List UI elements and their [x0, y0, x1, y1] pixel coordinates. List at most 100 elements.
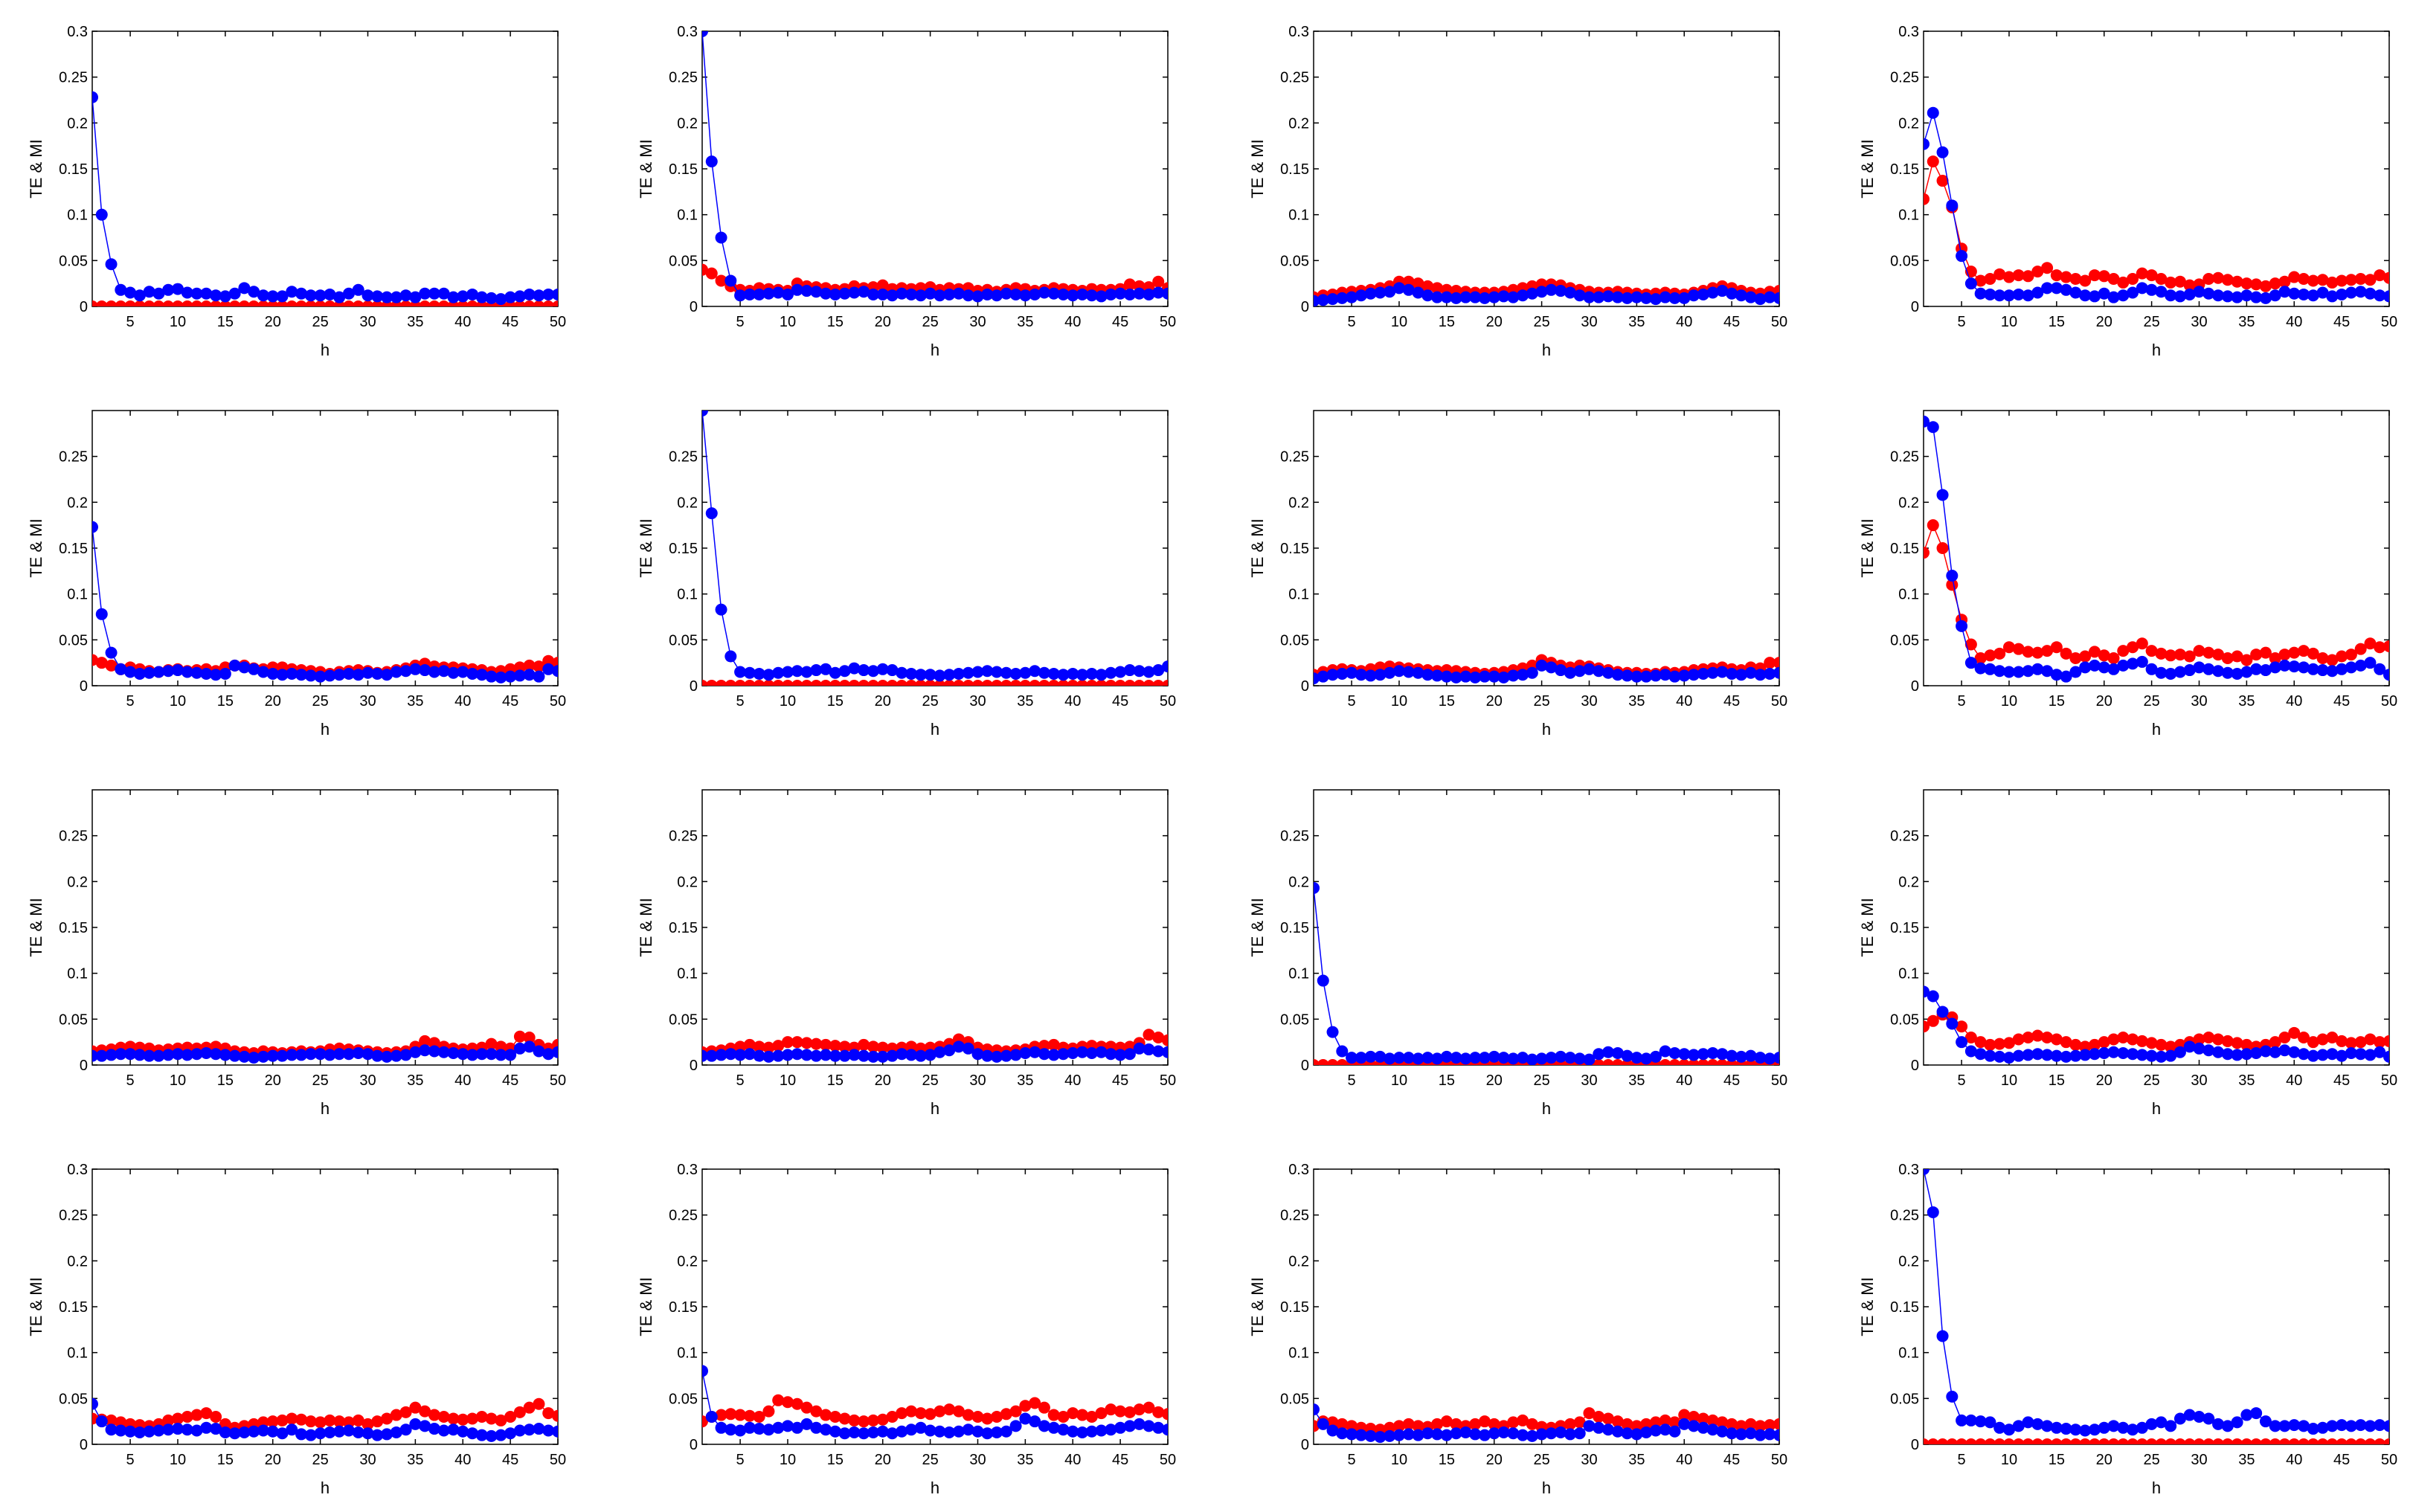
axes-frame: [91, 1168, 559, 1445]
point-te: [2354, 1048, 2367, 1061]
point-te: [352, 283, 364, 296]
y-tick-label: 0.25: [669, 70, 698, 86]
point-te: [304, 289, 317, 302]
point-te: [2098, 287, 2110, 300]
x-tick-label: 25: [2143, 314, 2159, 330]
point-mi: [2127, 273, 2139, 285]
point-te: [1412, 1429, 1424, 1441]
point-te: [466, 667, 479, 680]
point-te: [171, 283, 184, 295]
point-te: [466, 288, 479, 300]
x-axis-label: h: [321, 341, 330, 359]
point-mi: [210, 300, 222, 306]
x-tick-label: 50: [1160, 1452, 1176, 1468]
point-te: [466, 1049, 479, 1061]
x-tick-label: 50: [550, 1072, 566, 1089]
point-te: [362, 289, 374, 302]
point-te: [133, 667, 146, 680]
point-mi: [1143, 1029, 1155, 1041]
series-te: [92, 91, 558, 306]
point-te: [2041, 665, 2054, 678]
point-mi: [867, 1040, 879, 1053]
y-tick-label: 0: [1301, 299, 1309, 315]
point-mi: [772, 1394, 785, 1406]
y-tick-label: 0.05: [1280, 1011, 1309, 1028]
point-mi: [266, 300, 279, 306]
point-mi: [791, 1397, 803, 1410]
point-te: [1764, 1052, 1776, 1065]
point-te: [2031, 1048, 2044, 1061]
point-te: [1564, 286, 1576, 299]
point-te: [133, 1049, 146, 1061]
point-mi: [1152, 1406, 1165, 1418]
point-mi: [2316, 274, 2329, 286]
point-mi: [2259, 646, 2272, 659]
x-tick-label: 20: [875, 693, 891, 710]
x-tick-label: 45: [502, 1072, 518, 1089]
point-te: [981, 1049, 994, 1062]
point-mi: [2307, 274, 2319, 287]
point-te: [1133, 1418, 1146, 1430]
point-te: [210, 1423, 222, 1435]
point-te: [1773, 292, 1779, 304]
point-te: [504, 670, 517, 683]
point-mi: [371, 1415, 384, 1428]
point-mi: [2050, 641, 2063, 654]
point-te: [1507, 1052, 1520, 1065]
x-tick-label: 45: [502, 1452, 518, 1468]
y-tick-label: 0.2: [1288, 874, 1309, 890]
point-mi: [1526, 1418, 1538, 1430]
y-tick-label: 0.1: [67, 1345, 88, 1362]
point-te: [962, 289, 974, 302]
point-mi: [886, 680, 899, 686]
point-mi: [248, 300, 260, 306]
point-mi: [1019, 680, 1032, 686]
point-te: [1545, 661, 1558, 674]
point-te: [2107, 1420, 2120, 1432]
point-te: [838, 665, 851, 678]
x-axis-label: h: [2152, 1099, 2161, 1118]
point-te: [1497, 1052, 1510, 1064]
point-te: [1440, 1429, 1453, 1441]
point-te: [781, 288, 794, 300]
point-mi: [390, 1409, 402, 1421]
point-te: [1392, 1429, 1405, 1441]
y-tick-label: 0: [1911, 299, 1919, 315]
point-mi: [2165, 1438, 2177, 1444]
y-tick-label: 0.2: [67, 1253, 88, 1270]
point-te: [1143, 666, 1155, 678]
point-te: [1067, 289, 1079, 302]
series-mi: [702, 680, 1168, 686]
point-mi: [2117, 276, 2130, 289]
point-mi: [1974, 652, 1987, 664]
point-te: [1364, 287, 1377, 300]
point-mi: [2298, 645, 2310, 657]
y-tick-label: 0: [80, 299, 88, 315]
x-tick-label: 30: [2191, 693, 2207, 710]
point-te: [1706, 286, 1719, 299]
point-mi: [791, 680, 803, 686]
x-tick-label: 35: [1628, 693, 1645, 710]
point-mi: [781, 1036, 794, 1049]
point-mi: [2231, 1438, 2243, 1444]
x-tick-label: 5: [1348, 693, 1356, 710]
point-te: [181, 1049, 193, 1061]
point-te: [447, 1423, 460, 1436]
y-axis-label: TE & MI: [637, 139, 655, 198]
point-te: [1956, 250, 1968, 263]
point-mi: [934, 1405, 946, 1418]
point-mi: [352, 300, 364, 306]
point-mi: [2183, 650, 2196, 663]
point-te: [210, 1048, 222, 1061]
point-te: [2316, 1049, 2329, 1061]
point-te: [295, 287, 308, 300]
point-te: [2259, 1045, 2272, 1058]
point-mi: [1984, 1038, 1996, 1051]
point-te: [2336, 663, 2348, 675]
x-axis-label: h: [321, 720, 330, 739]
point-te: [1067, 667, 1079, 680]
y-tick-label: 0.25: [1890, 70, 1919, 86]
point-te: [2069, 1423, 2082, 1436]
point-te: [2231, 291, 2243, 303]
point-mi: [1029, 1397, 1041, 1409]
